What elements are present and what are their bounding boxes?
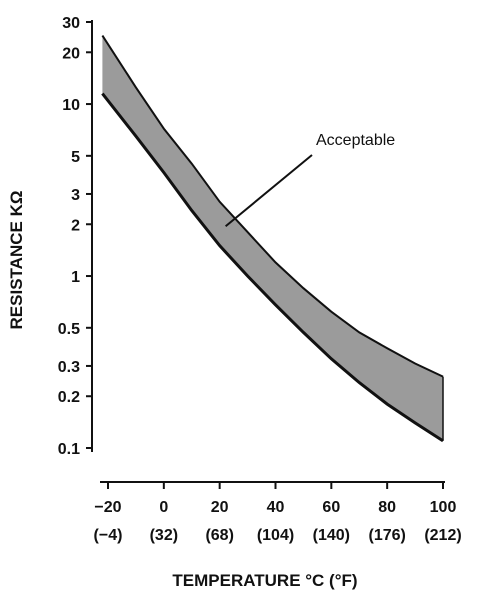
y-tick-label: 0.1	[58, 441, 80, 458]
y-tick-label: 0.5	[58, 321, 80, 338]
lower-limit-line	[101, 92, 444, 443]
y-tick-label: 2	[71, 217, 80, 234]
x-tick-label-fahrenheit: (32)	[150, 527, 178, 544]
x-tick-label-fahrenheit: (104)	[257, 527, 294, 544]
annotation-label: Acceptable	[316, 132, 395, 149]
x-tick-label-fahrenheit: (140)	[313, 527, 350, 544]
upper-limit-line	[101, 35, 444, 378]
annotation-leader-line	[224, 154, 313, 228]
x-tick-label-fahrenheit: (−4)	[94, 527, 123, 544]
x-tick-label-celsius: 0	[159, 499, 168, 516]
x-tick-label-celsius: 60	[322, 499, 340, 516]
x-tick-label-fahrenheit: (212)	[424, 527, 461, 544]
x-tick-label-celsius: 100	[430, 499, 457, 516]
y-tick-label: 5	[71, 149, 80, 166]
y-tick-label: 1	[71, 269, 80, 286]
y-tick-label: 0.3	[58, 359, 80, 376]
y-tick-label: 3	[71, 187, 80, 204]
x-tick-label-fahrenheit: (176)	[368, 527, 405, 544]
y-tick-label: 30	[62, 15, 80, 32]
y-tick-label: 0.2	[58, 389, 80, 406]
y-tick-label: 20	[62, 45, 80, 62]
x-tick-label-celsius: −20	[94, 499, 121, 516]
y-axis-title: RESISTANCE KΩ	[7, 191, 26, 330]
x-tick-label-celsius: 20	[211, 499, 229, 516]
x-tick-label-fahrenheit: (68)	[205, 527, 233, 544]
x-tick-label-celsius: 80	[378, 499, 396, 516]
plot-area: 0.1 0.2 0.3 0.5 1 2 3 5 10 20 30 −20 (−4) 0 (32) 20 (68)…	[58, 15, 462, 544]
x-axis-title: TEMPERATURE °C (°F)	[172, 571, 357, 590]
y-tick-label: 10	[62, 97, 80, 114]
acceptable-band-area	[102, 35, 444, 441]
x-tick-label-celsius: 40	[267, 499, 285, 516]
